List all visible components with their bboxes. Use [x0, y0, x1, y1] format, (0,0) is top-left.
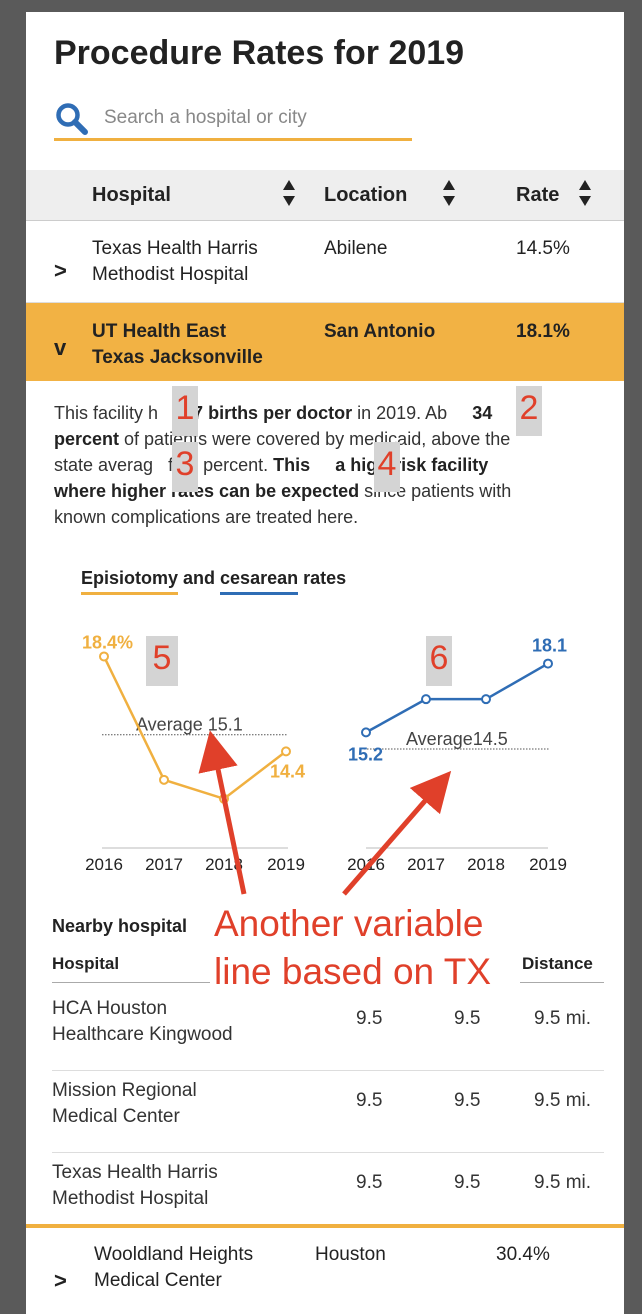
- collapse-chevron-icon[interactable]: v: [54, 335, 67, 360]
- nearby-distance: 9.5 mi.: [534, 1172, 592, 1193]
- chart-point: [99, 651, 109, 662]
- nearby-value-2: 9.5: [454, 1090, 481, 1111]
- hospital-name-line2: Medical Center: [94, 1270, 222, 1291]
- chart-tick-label: 2016: [85, 855, 123, 874]
- chart-average-label: Average 15.1: [136, 715, 243, 735]
- hospital-location: Abilene: [324, 238, 388, 259]
- nearby-row[interactable]: HCA Houston Healthcare Kingwood 9.5 9.5 …: [52, 988, 604, 1071]
- sort-hospital-icon[interactable]: [282, 178, 296, 208]
- marker-5: 5: [146, 636, 178, 686]
- table-row[interactable]: > Texas Health Harris Methodist Hospital…: [26, 220, 624, 303]
- nearby-title: Nearby hospital: [52, 916, 188, 936]
- nearby-value-1: 9.5: [356, 1090, 383, 1111]
- chart-series-line: [102, 655, 287, 801]
- table-header: Hospital Location Rate: [26, 170, 624, 221]
- chart-point: [219, 793, 229, 804]
- chart-data-label: 14.4: [270, 761, 305, 781]
- facility-description: This facility h 57 births per doctor in …: [54, 403, 512, 527]
- hospital-panel: Procedure Rates for 2019 Hospital Locati…: [26, 12, 624, 1314]
- chart-point: [159, 774, 169, 785]
- nearby-value-2: 9.5: [454, 1172, 481, 1193]
- hospital-name-line2: Methodist Hospital: [92, 264, 249, 285]
- marker-2: 2: [516, 386, 542, 436]
- nearby-header-hospital: Hospital: [52, 954, 120, 973]
- nearby-value-1: 9.5: [356, 1008, 383, 1029]
- chart-tick-label: 2018: [467, 855, 505, 874]
- marker-3: 3: [172, 442, 198, 492]
- chart-point: [281, 746, 291, 757]
- search-icon[interactable]: [54, 102, 90, 138]
- chart-point: [481, 694, 491, 705]
- sort-location-icon[interactable]: [442, 178, 456, 208]
- nearby-value-2: 9.5: [454, 1008, 481, 1029]
- chart-data-label: 18.4%: [82, 632, 133, 652]
- nearby-row[interactable]: Texas Health Harris Methodist Hospital 9…: [52, 1152, 604, 1234]
- rate-charts: Average 15.1 18.4% 14.4 2016 2017 2018 2019 Ave…: [82, 632, 567, 874]
- table-row-expanded[interactable]: v UT Health East Texas Jacksonville San …: [26, 303, 624, 381]
- nearby-value-1: 9.5: [356, 1172, 383, 1193]
- nearby-header-rule: [520, 982, 604, 983]
- page-title: Procedure Rates for 2019: [54, 34, 465, 72]
- column-header-location[interactable]: Location: [324, 184, 408, 206]
- nearby-name-line2: Methodist Hospital: [52, 1188, 209, 1209]
- nearby-name-line1: Texas Health Harris: [52, 1162, 218, 1183]
- chart-tick-label: 2019: [529, 855, 567, 874]
- nearby-name-line2: Healthcare Kingwood: [52, 1024, 233, 1045]
- chart-series-line: [365, 662, 549, 734]
- column-header-hospital[interactable]: Hospital: [92, 184, 171, 206]
- annotation-text: Another variable line based on TX: [214, 903, 492, 992]
- search-bar: [54, 98, 412, 141]
- nearby-distance: 9.5 mi.: [534, 1008, 592, 1029]
- nearby-row[interactable]: Mission Regional Medical Center 9.5 9.5 …: [52, 1070, 604, 1153]
- hospital-name-line1: Texas Health Harris: [92, 238, 258, 259]
- marker-4: 4: [374, 442, 400, 492]
- expand-chevron-icon[interactable]: >: [54, 258, 67, 283]
- chart-tick-label: 2017: [145, 855, 183, 874]
- chart-tick-label: 2016: [347, 855, 385, 874]
- nearby-header-rule: [52, 982, 210, 983]
- hospital-name-line1: UT Health East: [92, 321, 227, 342]
- cesarean-label: cesarean: [220, 568, 299, 595]
- hospital-name-line2: Texas Jacksonville: [92, 347, 263, 368]
- chart-point: [361, 727, 371, 738]
- hospital-location: Houston: [315, 1244, 386, 1265]
- section-divider: [26, 1224, 624, 1228]
- marker-1: 1: [172, 386, 198, 436]
- hospital-name-line1: Wooldland Heights: [94, 1244, 254, 1265]
- hospital-rate: 14.5%: [516, 238, 570, 259]
- expand-chevron-icon[interactable]: >: [54, 1268, 67, 1293]
- chart-point: [421, 694, 431, 705]
- episiotomy-label: Episiotomy: [81, 568, 179, 595]
- hospital-rate: 18.1%: [516, 321, 570, 342]
- chart-data-label: 15.2: [348, 744, 383, 764]
- hospital-location: San Antonio: [324, 321, 436, 342]
- marker-6: 6: [426, 636, 452, 686]
- nearby-header-distance: Distance: [522, 954, 593, 973]
- chart-average-label: Average14.5: [406, 729, 508, 749]
- nearby-distance: 9.5 mi.: [534, 1090, 592, 1111]
- chart-point: [543, 658, 553, 669]
- nearby-name-line1: HCA Houston: [52, 998, 168, 1019]
- search-input[interactable]: [102, 104, 406, 132]
- table-row[interactable]: > Wooldland Heights Medical Center Houst…: [26, 1228, 624, 1314]
- nearby-name-line1: Mission Regional: [52, 1080, 197, 1101]
- nearby-name-line2: Medical Center: [52, 1106, 180, 1127]
- chart-heading: Episiotomy and cesarean rates: [81, 568, 346, 595]
- chart-tick-label: 2019: [267, 855, 305, 874]
- column-header-rate[interactable]: Rate: [516, 184, 560, 206]
- chart-tick-label: 2017: [407, 855, 445, 874]
- hospital-rate: 30.4%: [496, 1244, 550, 1265]
- sort-rate-icon[interactable]: [578, 178, 592, 208]
- chart-data-label: 18.1: [532, 636, 567, 656]
- chart-tick-label: 2018: [205, 855, 243, 874]
